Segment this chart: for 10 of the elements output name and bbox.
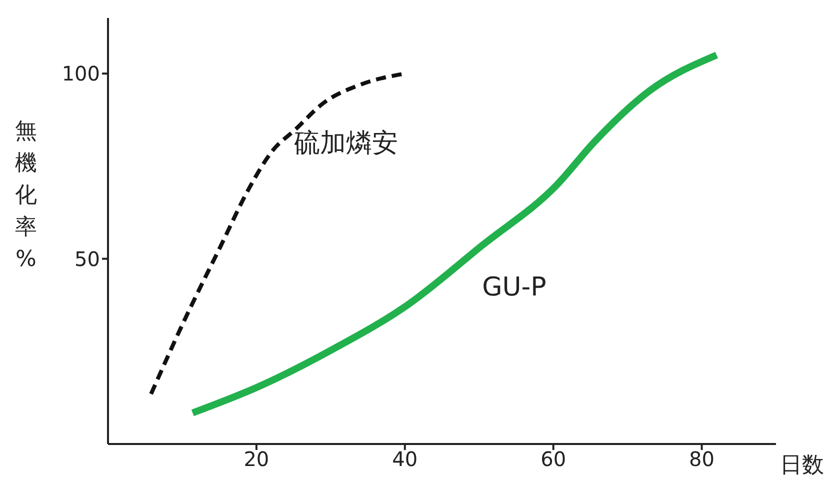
x-tick-label: 80	[689, 447, 715, 472]
y-tick-label: 100	[62, 62, 100, 86]
x-tick-label: 60	[540, 447, 566, 472]
series-label: GU-P	[482, 272, 546, 302]
x-tick-label: 40	[392, 447, 418, 472]
series-label: 硫加燐安	[294, 128, 398, 158]
y-axis-title: 無機化率%	[15, 119, 37, 272]
x-axis-title: 日数	[780, 453, 824, 478]
x-tick-label: 20	[244, 447, 270, 472]
y-tick-label: 50	[74, 246, 100, 271]
